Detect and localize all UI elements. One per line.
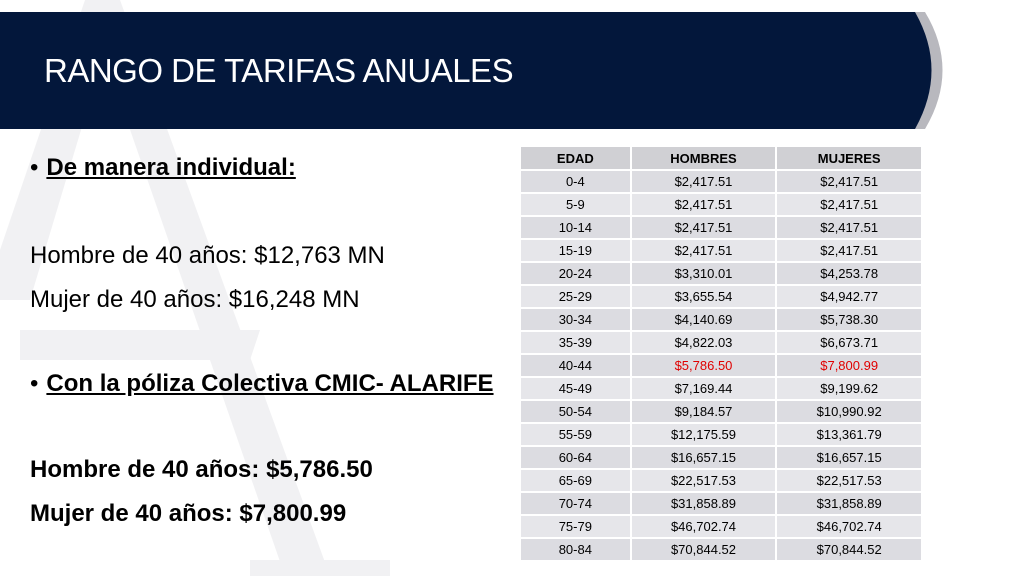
table-row: 5-9 $2,417.51 $2,417.51 — [521, 193, 923, 217]
cell-edad: 75-79 — [521, 515, 632, 539]
cell-mujeres: $10,990.92 — [776, 400, 923, 424]
cell-edad: 30-34 — [521, 308, 632, 332]
table-row: 65-69 $22,517.53 $22,517.53 — [521, 469, 923, 493]
header-hombres: HOMBRES — [630, 147, 778, 171]
page-title: RANGO DE TARIFAS ANUALES — [44, 52, 514, 89]
collective-man-price: Hombre de 40 años: $5,786.50 — [30, 456, 373, 483]
cell-edad: 20-24 — [521, 262, 632, 286]
cell-edad: 50-54 — [521, 400, 632, 424]
table-row: 75-79 $46,702.74 $46,702.74 — [521, 515, 923, 539]
cell-edad: 80-84 — [521, 538, 632, 562]
cell-edad: 55-59 — [521, 423, 632, 447]
cell-edad: 35-39 — [521, 331, 632, 355]
table-row: 50-54 $9,184.57 $10,990.92 — [521, 400, 923, 424]
bullet-individual-label: De manera individual: — [46, 154, 296, 181]
collective-woman-price: Mujer de 40 años: $7,800.99 — [30, 500, 347, 527]
cell-edad: 25-29 — [521, 285, 632, 309]
cell-mujeres: $2,417.51 — [776, 216, 923, 240]
cell-edad: 70-74 — [521, 492, 632, 516]
cell-mujeres: $2,417.51 — [776, 193, 923, 217]
cell-hombres: $3,655.54 — [630, 285, 778, 309]
cell-mujeres: $5,738.30 — [776, 308, 923, 332]
cell-mujeres: $70,844.52 — [776, 538, 923, 562]
table-row: 0-4 $2,417.51 $2,417.51 — [521, 170, 923, 194]
cell-hombres: $2,417.51 — [630, 170, 778, 194]
header-edad: EDAD — [521, 147, 632, 171]
cell-mujeres: $2,417.51 — [776, 239, 923, 263]
table-row: 70-74 $31,858.89 $31,858.89 — [521, 492, 923, 516]
cell-edad: 5-9 — [521, 193, 632, 217]
cell-mujeres: $4,942.77 — [776, 285, 923, 309]
cell-hombres: $2,417.51 — [630, 193, 778, 217]
header-mujeres: MUJERES — [776, 147, 923, 171]
cell-mujeres: $46,702.74 — [776, 515, 923, 539]
individual-man-price: Hombre de 40 años: $12,763 MN — [30, 242, 385, 269]
cell-mujeres: $13,361.79 — [776, 423, 923, 447]
table-header-row: EDAD HOMBRES MUJERES — [521, 147, 923, 171]
cell-hombres: $70,844.52 — [630, 538, 778, 562]
cell-hombres: $46,702.74 — [630, 515, 778, 539]
cell-edad: 15-19 — [521, 239, 632, 263]
rates-table: EDAD HOMBRES MUJERES 0-4 $2,417.51 $2,417.… — [521, 147, 923, 562]
cell-hombres: $5,786.50 — [630, 354, 778, 378]
cell-mujeres: $31,858.89 — [776, 492, 923, 516]
individual-woman-price: Mujer de 40 años: $16,248 MN — [30, 286, 360, 313]
cell-mujeres: $6,673.71 — [776, 331, 923, 355]
table-row: 45-49 $7,169.44 $9,199.62 — [521, 377, 923, 401]
cell-edad: 60-64 — [521, 446, 632, 470]
cell-hombres: $7,169.44 — [630, 377, 778, 401]
bullet-dot-icon: • — [30, 154, 39, 181]
cell-hombres: $12,175.59 — [630, 423, 778, 447]
cell-edad: 40-44 — [521, 354, 632, 378]
bullet-dot-icon: • — [30, 370, 39, 397]
cell-mujeres: $7,800.99 — [776, 354, 923, 378]
cell-mujeres: $22,517.53 — [776, 469, 923, 493]
cell-edad: 65-69 — [521, 469, 632, 493]
cell-hombres: $9,184.57 — [630, 400, 778, 424]
table-row: 10-14 $2,417.51 $2,417.51 — [521, 216, 923, 240]
cell-hombres: $2,417.51 — [630, 239, 778, 263]
table-row: 20-24 $3,310.01 $4,253.78 — [521, 262, 923, 286]
cell-mujeres: $2,417.51 — [776, 170, 923, 194]
cell-hombres: $3,310.01 — [630, 262, 778, 286]
cell-hombres: $31,858.89 — [630, 492, 778, 516]
table-row: 60-64 $16,657.15 $16,657.15 — [521, 446, 923, 470]
table-row: 40-44 $5,786.50 $7,800.99 — [521, 354, 923, 378]
cell-mujeres: $16,657.15 — [776, 446, 923, 470]
bullet-individual: • De manera individual: — [30, 154, 296, 182]
cell-mujeres: $9,199.62 — [776, 377, 923, 401]
table-row: 35-39 $4,822.03 $6,673.71 — [521, 331, 923, 355]
cell-hombres: $2,417.51 — [630, 216, 778, 240]
cell-edad: 0-4 — [521, 170, 632, 194]
table-row: 25-29 $3,655.54 $4,942.77 — [521, 285, 923, 309]
table-row: 55-59 $12,175.59 $13,361.79 — [521, 423, 923, 447]
table-row: 80-84 $70,844.52 $70,844.52 — [521, 538, 923, 562]
cell-hombres: $22,517.53 — [630, 469, 778, 493]
rates-table-body: 0-4 $2,417.51 $2,417.51 5-9 $2,417.51 $2,417.… — [521, 170, 923, 562]
bullet-collective-label: Con la póliza Colectiva CMIC- ALARIFE — [46, 370, 494, 397]
table-row: 30-34 $4,140.69 $5,738.30 — [521, 308, 923, 332]
cell-edad: 10-14 — [521, 216, 632, 240]
cell-hombres: $4,140.69 — [630, 308, 778, 332]
bullet-collective: • Con la póliza Colectiva CMIC- ALARIFE — [30, 370, 494, 398]
cell-hombres: $4,822.03 — [630, 331, 778, 355]
cell-edad: 45-49 — [521, 377, 632, 401]
cell-mujeres: $4,253.78 — [776, 262, 923, 286]
cell-hombres: $16,657.15 — [630, 446, 778, 470]
table-row: 15-19 $2,417.51 $2,417.51 — [521, 239, 923, 263]
